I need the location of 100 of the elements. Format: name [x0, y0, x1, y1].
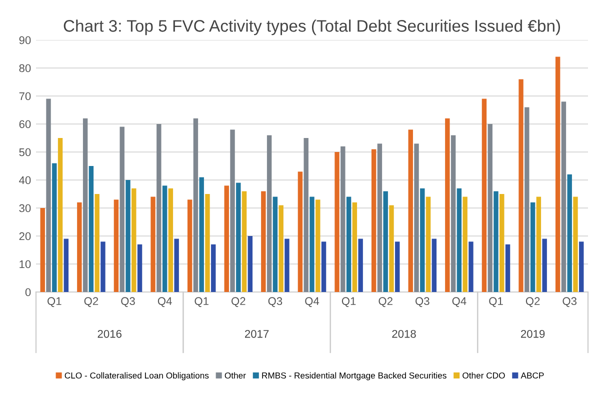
y-tick-label: 10	[20, 260, 31, 268]
y-tick-label: 20	[19, 232, 31, 240]
bar	[450, 135, 456, 292]
bar	[505, 244, 510, 292]
bar	[408, 130, 413, 292]
x-tick-label: Q3	[562, 297, 577, 308]
bar	[168, 188, 174, 292]
bar	[383, 191, 388, 292]
bar	[432, 238, 437, 292]
x-tick-label: Q3	[268, 297, 282, 308]
bar	[518, 79, 524, 292]
bar	[420, 188, 425, 292]
legend-label: ABCP	[520, 372, 544, 379]
x-tick-label: Q2	[84, 297, 98, 308]
legend-label: Other	[224, 372, 246, 379]
bar	[64, 238, 69, 292]
y-tick-label: 40	[19, 176, 31, 184]
bar	[187, 200, 192, 292]
bar	[426, 196, 431, 292]
bar	[224, 186, 229, 292]
bar	[542, 238, 547, 292]
legend-label: Other CDO	[462, 372, 505, 379]
bar	[156, 124, 162, 292]
bar	[298, 172, 303, 292]
bar	[371, 149, 376, 292]
bar	[88, 166, 94, 292]
y-tick-label: 0	[25, 288, 31, 296]
bar	[456, 188, 462, 292]
x-tick-label: Q3	[416, 297, 430, 308]
bar	[482, 98, 487, 292]
bar	[205, 194, 210, 292]
bar	[555, 56, 560, 292]
bar	[150, 196, 156, 292]
bar	[58, 138, 63, 292]
y-tick-label: 90	[19, 36, 31, 44]
bar	[304, 138, 308, 292]
bar	[500, 194, 504, 292]
text: 2019	[521, 330, 545, 338]
bar	[230, 130, 235, 292]
bar	[162, 186, 168, 292]
bar	[284, 238, 290, 292]
bar	[468, 242, 474, 292]
bar	[261, 191, 266, 292]
bar	[82, 118, 88, 292]
bar	[389, 205, 394, 292]
bar	[377, 144, 382, 292]
bar	[316, 200, 320, 292]
bar	[193, 118, 198, 292]
bar	[445, 118, 450, 292]
bar	[567, 174, 572, 292]
bar	[40, 208, 45, 292]
bar	[126, 180, 130, 292]
bar	[211, 244, 216, 292]
legend-label: CLO - Collateralised Loan Obligations	[64, 372, 209, 380]
x-tick-label: Q2	[378, 297, 392, 308]
x-tick-label: Q1	[48, 297, 62, 308]
x-tick-label: Q2	[526, 297, 540, 308]
bar	[52, 163, 57, 292]
bar	[321, 242, 326, 292]
x-tick-label: Q4	[452, 297, 466, 308]
bar	[278, 205, 284, 292]
bar	[414, 144, 419, 292]
bar	[524, 107, 530, 292]
bar	[579, 242, 584, 292]
y-tick-label: 60	[19, 120, 31, 128]
y-tick-label: 70	[19, 92, 31, 100]
bar	[100, 242, 106, 292]
bar	[174, 238, 179, 292]
bar	[114, 200, 119, 292]
bar	[462, 196, 468, 292]
bar	[561, 102, 566, 292]
x-tick-label: Q4	[158, 297, 172, 308]
bar	[494, 191, 498, 292]
x-tick-label: Q1	[194, 297, 208, 308]
bar	[352, 202, 358, 292]
x-tick-label: Q2	[232, 297, 246, 308]
bar	[334, 152, 340, 292]
bar	[132, 188, 136, 292]
text: 2017	[245, 330, 269, 338]
bar	[236, 182, 241, 292]
bar	[137, 244, 142, 292]
bar	[120, 126, 124, 292]
bar	[266, 135, 272, 292]
bar	[199, 177, 204, 292]
y-tick-label: 80	[19, 64, 31, 72]
x-tick-label: Q3	[121, 297, 135, 308]
x-tick-label: Q4	[305, 297, 320, 308]
x-tick-label: Q1	[489, 297, 503, 308]
bar	[272, 196, 278, 292]
text: 2016	[98, 330, 122, 338]
bar	[488, 124, 492, 292]
bar	[242, 191, 247, 292]
bar	[310, 196, 314, 292]
bar	[248, 236, 253, 292]
legend-label: RMBS - Residential Mortgage Backed Securities	[262, 372, 446, 380]
bar	[358, 238, 363, 292]
bar	[573, 196, 578, 292]
bar	[395, 242, 400, 292]
bar	[340, 146, 346, 292]
bar	[77, 202, 82, 292]
